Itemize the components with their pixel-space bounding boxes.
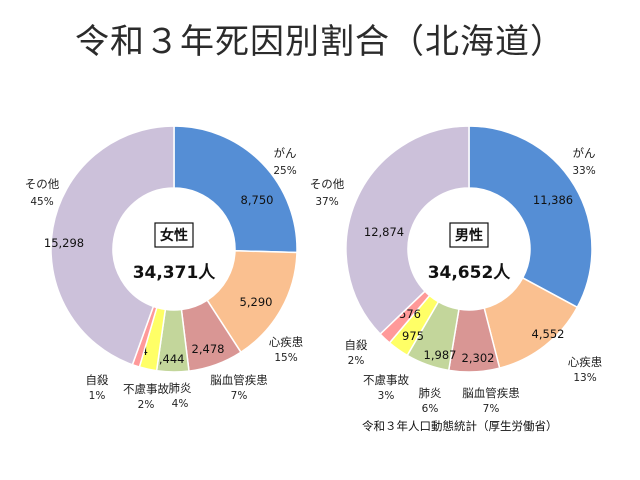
male-percent-gan: 33% [572,165,595,177]
female-label-shinshikkan: 心疾患 [269,335,304,349]
male-value-sonota: 12,874 [364,225,404,239]
male-percent-shinshikkan: 13% [573,372,596,384]
female-value-noukekkan: 2,478 [192,342,225,356]
female-percent-haien: 4% [172,398,189,410]
male-label-furyojiko: 不慮事故 [363,373,409,387]
male-label-shinshikkan: 心疾患 [568,355,603,369]
female-label-jisatsu: 自殺 [86,373,109,387]
male-value-noukekkan: 2,302 [462,351,495,365]
male-value-haien: 1,987 [424,348,457,362]
female-label-furyojiko: 不慮事故 [123,382,169,396]
male-percent-jisatsu: 2% [348,355,365,367]
female-percent-jisatsu: 1% [89,390,106,402]
female-center-tag-box [154,222,194,248]
female-value-sonota: 15,298 [44,236,84,250]
female-value-shinshikkan: 5,290 [240,295,273,309]
female-label-sonota: その他 [25,177,60,191]
female-percent-shinshikkan: 15% [274,352,297,364]
male-percent-haien: 6% [422,403,439,415]
female-value-gan: 8,750 [241,193,274,207]
female-percent-noukekkan: 7% [231,390,248,402]
female-percent-furyojiko: 2% [138,399,155,411]
male-label-gan: がん [573,146,596,160]
male-value-gan: 11,386 [533,193,573,207]
male-label-sonota: その他 [310,177,345,191]
male-percent-noukekkan: 7% [483,403,500,415]
female-center-tag: 女性 [160,227,188,244]
male-value-shinshikkan: 4,552 [532,327,565,341]
male-slice-sonota [345,125,470,336]
male-center-tag-box [449,222,489,248]
female-slice-sonota [50,125,175,366]
source-note: 令和３年人口動態統計（厚生労働省） [362,419,558,433]
female-label-gan: がん [274,146,297,160]
male-label-noukekkan: 脳血管疾患 [462,386,520,400]
male-slice-gan [468,125,593,309]
male-label-haien: 肺炎 [419,386,442,400]
male-center-total: 34,652人 [428,263,512,283]
male-label-jisatsu: 自殺 [345,338,368,352]
female-percent-sonota: 45% [30,196,53,208]
male-percent-sonota: 37% [315,196,338,208]
female-label-noukekkan: 脳血管疾患 [210,373,268,387]
page-title: 令和３年死因別割合（北海道） [75,22,565,62]
female-center-total: 34,371人 [133,263,217,283]
male-center-tag: 男性 [455,227,483,244]
female-slice-gan [173,125,298,254]
female-value-haien: 1,444 [152,352,185,366]
female-label-haien: 肺炎 [169,381,192,395]
male-value-furyojiko: 975 [402,329,424,343]
male-percent-furyojiko: 3% [378,390,395,402]
female-percent-gan: 25% [273,165,296,177]
